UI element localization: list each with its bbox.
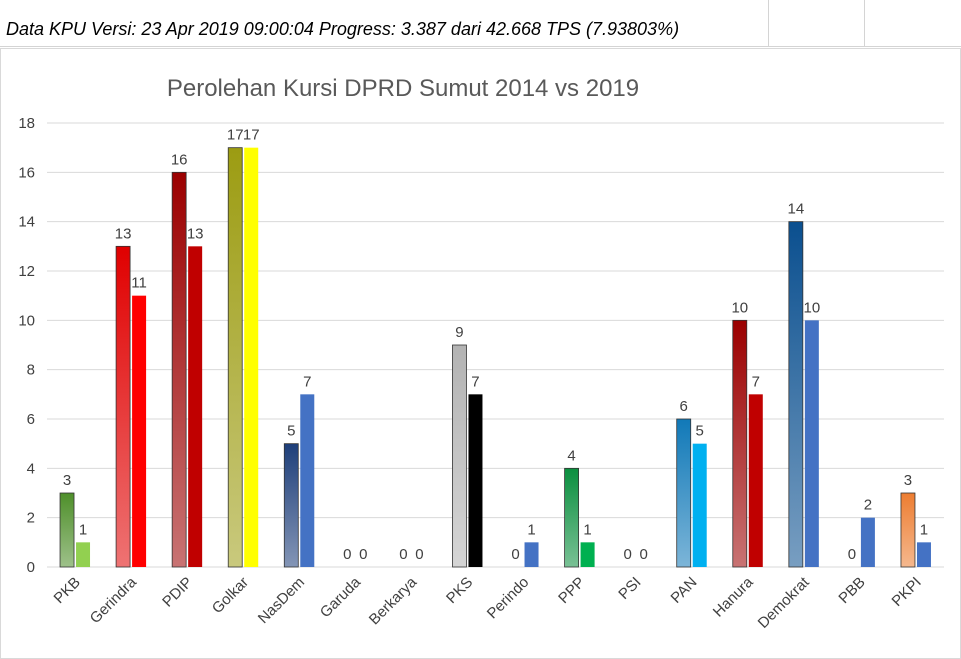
spreadsheet-header-row: Data KPU Versi: 23 Apr 2019 09:00:04 Pro… — [0, 0, 961, 47]
y-tick-label: 4 — [27, 460, 35, 477]
bar-pbb-2 — [860, 517, 875, 567]
kpu-progress-text: Data KPU Versi: 23 Apr 2019 09:00:04 Pro… — [6, 19, 680, 39]
bar-pkpi-2 — [916, 542, 931, 567]
data-label: 3 — [904, 472, 912, 489]
x-tick-label: PPP — [555, 574, 588, 607]
x-tick-label: Perindo — [484, 574, 533, 623]
bar-ppp-2 — [580, 542, 595, 567]
data-label: 1 — [583, 521, 591, 538]
bar-hanura-1 — [732, 319, 748, 568]
x-tick-label: PKPI — [889, 574, 925, 610]
x-tick-label: NasDem — [255, 574, 308, 627]
y-tick-label: 8 — [27, 362, 35, 379]
data-label: 3 — [63, 472, 71, 489]
x-tick-label: Garuda — [317, 573, 365, 621]
bar-gerindra-2 — [132, 295, 147, 567]
bar-pdip-2 — [188, 246, 203, 568]
bar-golkar-2 — [244, 147, 259, 567]
data-label: 11 — [131, 275, 147, 292]
bar-demokrat-2 — [804, 320, 819, 567]
chart-area[interactable]: 0 2 4 6 8 10 12 14 16 18 3 1 PKB 13 11 Gerindra 16 13 PDIP… — [0, 48, 961, 659]
bar-perindo-2 — [524, 542, 539, 567]
y-tick-label: 18 — [18, 115, 35, 132]
x-tick-label: PBB — [835, 574, 868, 607]
data-label: 1 — [920, 521, 928, 538]
bar-hanura-2 — [748, 394, 763, 567]
data-label: 10 — [731, 299, 748, 316]
cell-divider — [864, 0, 865, 46]
bar-pan-2 — [692, 443, 707, 567]
chart-title: Perolehan Kursi DPRD Sumut 2014 vs 2019 — [167, 75, 639, 102]
data-label: 5 — [696, 423, 704, 440]
data-label: 17 — [243, 127, 260, 144]
data-label: 5 — [287, 423, 295, 440]
data-label: 0 — [511, 546, 519, 563]
bar-nasdem-2 — [300, 394, 315, 567]
data-label: 0 — [639, 546, 647, 563]
bar-pkb-1 — [59, 492, 75, 568]
y-tick-label: 12 — [18, 263, 35, 280]
data-label: 4 — [567, 447, 575, 464]
bar-pdip-1 — [171, 171, 187, 568]
data-label: 6 — [680, 398, 688, 415]
data-label: 13 — [187, 225, 204, 242]
y-tick-label: 6 — [27, 411, 35, 428]
data-label: 7 — [303, 373, 311, 390]
data-label: 13 — [115, 225, 132, 242]
bar-pks-2 — [468, 394, 483, 567]
x-tick-label: Berkarya — [366, 573, 421, 628]
data-label: 0 — [359, 546, 367, 563]
x-tick-label: Gerindra — [87, 573, 141, 627]
data-label: 0 — [623, 546, 631, 563]
x-tick-label: PAN — [668, 574, 701, 607]
data-label: 9 — [455, 324, 463, 341]
x-tick-label: Golkar — [209, 574, 252, 617]
bar-golkar-1 — [227, 147, 243, 568]
y-tick-label: 14 — [18, 214, 35, 231]
x-tick-label: PSI — [615, 574, 644, 603]
y-tick-label: 0 — [27, 559, 35, 576]
y-tick-label: 2 — [27, 510, 35, 527]
bar-ppp-1 — [564, 467, 579, 568]
data-label: 0 — [848, 546, 856, 563]
bar-chart: 02468101214161831PKB1311Gerindra1613PDIP… — [18, 75, 944, 632]
data-label: 17 — [227, 127, 244, 144]
x-tick-label: Hanura — [710, 573, 757, 620]
data-label: 16 — [171, 151, 188, 168]
y-tick-label: 16 — [18, 164, 35, 181]
data-label: 0 — [343, 546, 351, 563]
data-label: 1 — [79, 521, 87, 538]
data-label: 1 — [527, 521, 535, 538]
bar-pks-1 — [452, 344, 467, 568]
bar-pkb-2 — [76, 542, 91, 567]
data-label: 14 — [788, 201, 805, 218]
cell-divider — [768, 0, 769, 46]
bar-nasdem-1 — [283, 443, 299, 568]
bar-pan-1 — [676, 418, 692, 568]
bar-demokrat-1 — [788, 221, 804, 568]
bar-gerindra-1 — [115, 245, 131, 568]
data-label: 0 — [415, 546, 423, 563]
x-tick-label: Demokrat — [755, 573, 814, 632]
x-tick-label: PDIP — [159, 574, 196, 611]
data-label: 7 — [471, 373, 479, 390]
data-label: 7 — [752, 373, 760, 390]
x-tick-label: PKB — [51, 574, 84, 607]
data-label: 0 — [399, 546, 407, 563]
data-label: 10 — [804, 299, 821, 316]
x-tick-label: PKS — [443, 574, 476, 607]
y-tick-label: 10 — [18, 312, 35, 329]
bar-pkpi-1 — [900, 492, 916, 568]
data-label: 2 — [864, 497, 872, 514]
